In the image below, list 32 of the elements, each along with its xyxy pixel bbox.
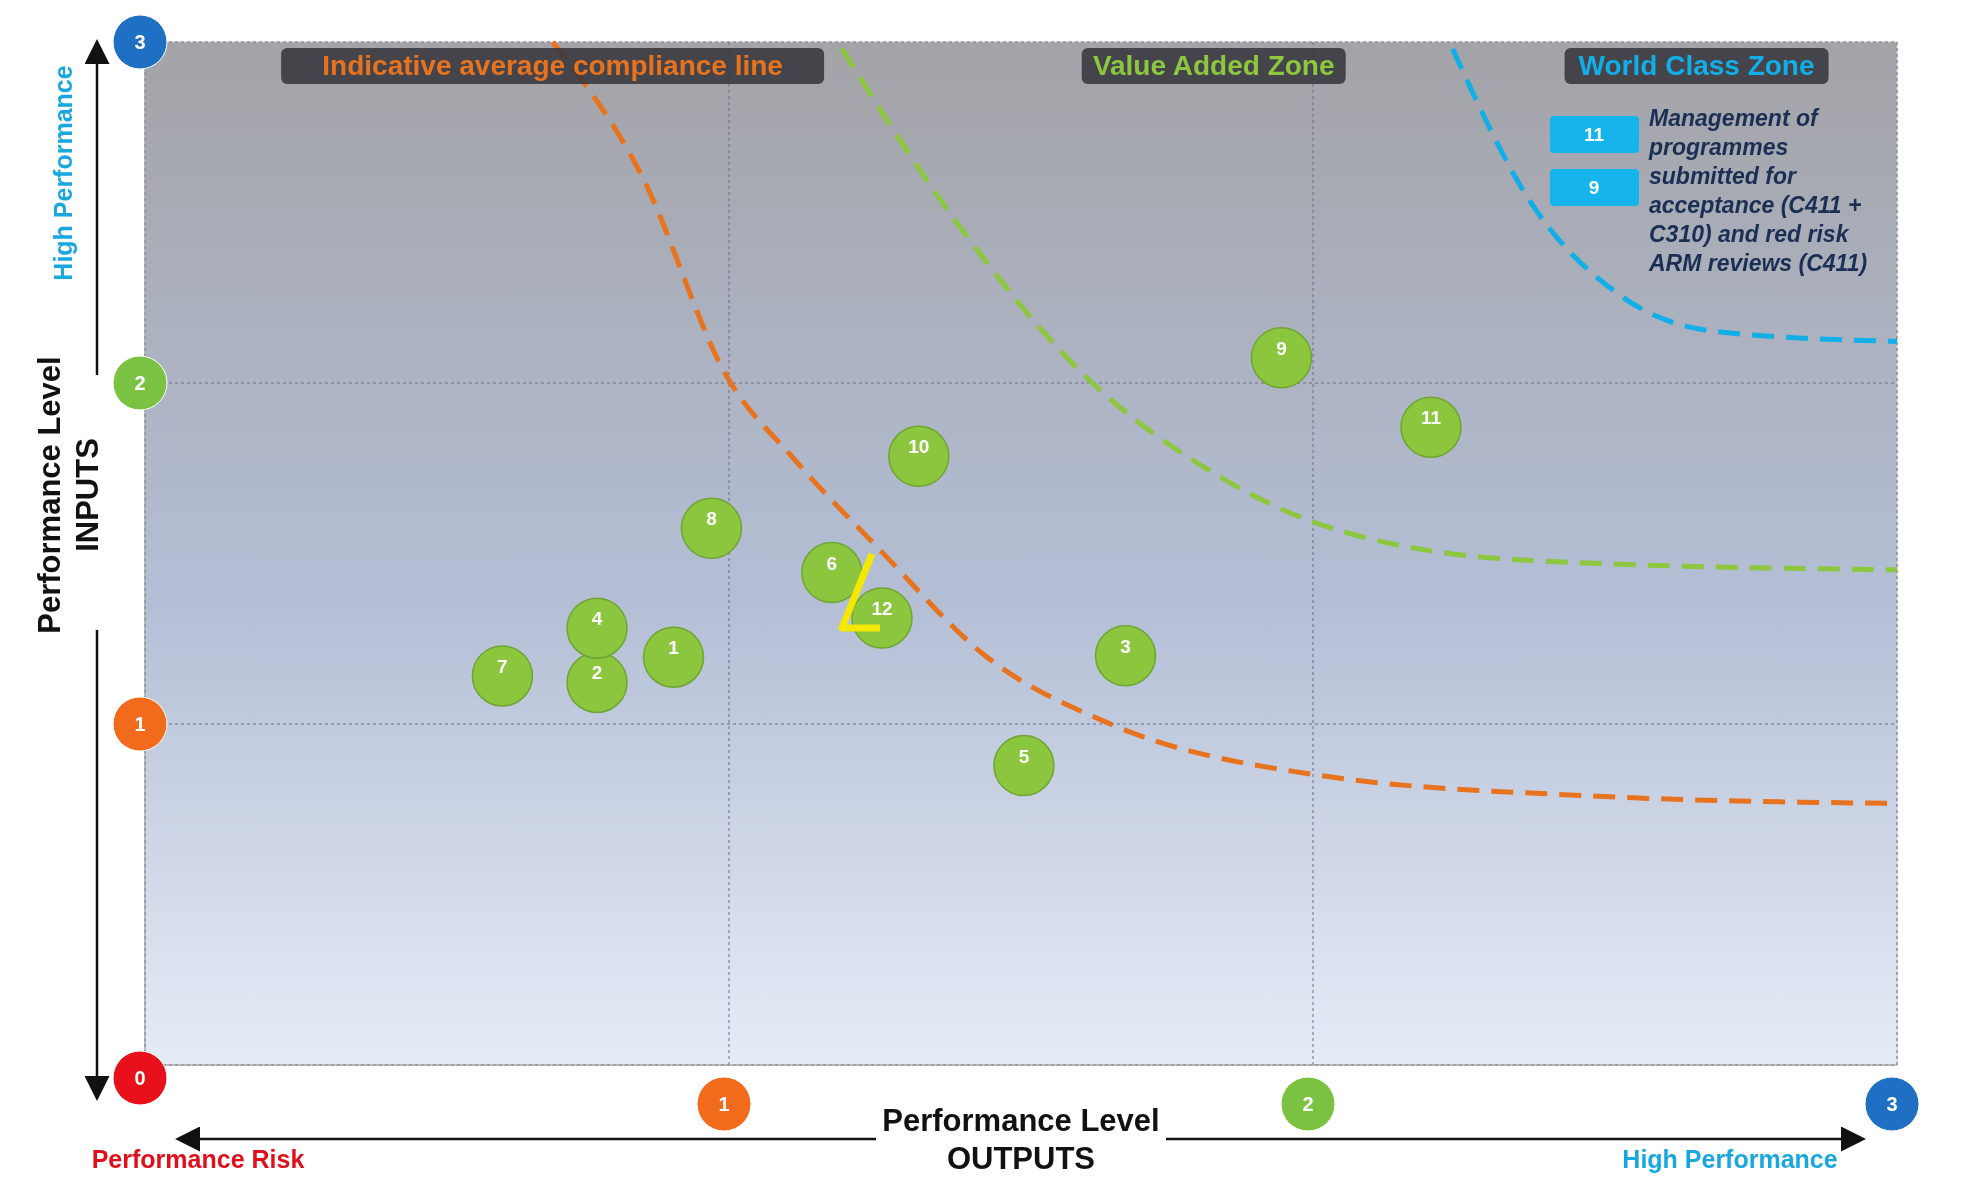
annotation: 10 — [908, 436, 930, 458]
annotation: 6 — [826, 552, 838, 574]
y-tick-label: 2 — [134, 372, 146, 394]
x-tick-label: 3 — [1886, 1093, 1898, 1115]
annotation: 7 — [497, 655, 508, 677]
annotation: 3 — [1120, 635, 1131, 657]
y-tick-label: 0 — [134, 1067, 146, 1089]
annotation: 11 — [1420, 407, 1442, 429]
annotation: 12 — [871, 597, 893, 619]
annotation: Management of programmes submitted for acceptance (C411 + C310) and red risk ARM reviews (C411) — [1648, 105, 1868, 276]
y-axis-title: Performance Level INPUTS — [32, 356, 105, 634]
annotation: 4 — [591, 608, 603, 630]
annotation: 11 — [1583, 124, 1605, 145]
x-tick-label: 2 — [1302, 1093, 1314, 1115]
annotation: 2 — [591, 662, 603, 684]
key-swatch: 9 — [1550, 169, 1639, 206]
text: High Performance — [1622, 1145, 1838, 1173]
text: World Class Zone — [1578, 50, 1815, 81]
annotation: 5 — [1018, 745, 1030, 767]
x-tick-label: 1 — [718, 1093, 730, 1115]
annotation: 9 — [1276, 337, 1287, 359]
annotation: 9 — [1588, 177, 1600, 198]
text: Value Added Zone — [1092, 50, 1335, 81]
text: Performance Risk — [91, 1145, 305, 1173]
series-label: Indicative average compliance line — [322, 50, 783, 81]
annotation: 8 — [706, 508, 717, 530]
y-tick-label: 3 — [134, 31, 146, 53]
text: High Performance — [49, 65, 77, 281]
y-tick-label: 1 — [134, 713, 146, 735]
x-axis-title: Performance Level OUTPUTS — [882, 1103, 1160, 1176]
annotation: 1 — [668, 637, 680, 659]
key-swatch: 11 — [1550, 116, 1639, 153]
